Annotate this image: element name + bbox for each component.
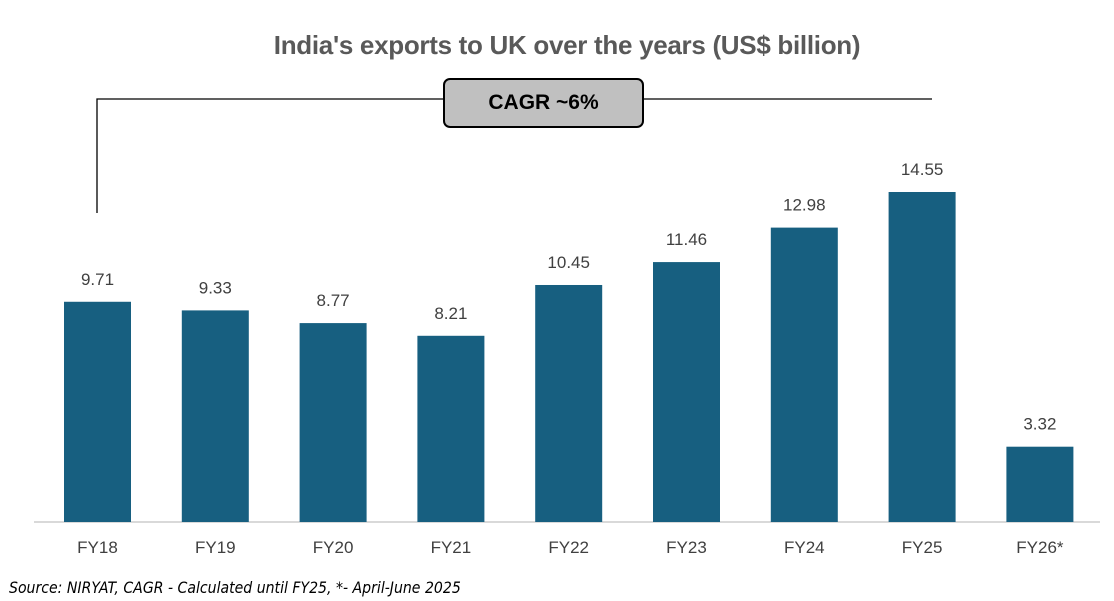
bar-FY23 <box>653 262 720 522</box>
data-label: 8.21 <box>434 304 467 323</box>
data-label: 10.45 <box>547 253 590 272</box>
data-label: 3.32 <box>1023 415 1056 434</box>
x-tick-label: FY25 <box>902 538 943 557</box>
data-label: 14.55 <box>901 160 944 179</box>
bar-FY22 <box>535 284 603 522</box>
bar-FY21 <box>417 335 485 522</box>
bar-FY26* <box>1006 446 1074 522</box>
bar-FY20 <box>299 323 367 522</box>
cagr-annotation: CAGR ~6% <box>443 78 644 128</box>
data-label: 9.33 <box>199 278 232 297</box>
bar-FY25 <box>888 192 956 522</box>
x-tick-label: FY22 <box>548 538 589 557</box>
x-tick-label: FY24 <box>784 538 825 557</box>
source-footnote: Source: NIRYAT, CAGR - Calculated until … <box>9 578 461 597</box>
data-label: 12.98 <box>783 196 826 215</box>
chart-title: India's exports to UK over the years (US… <box>273 30 861 60</box>
bar-FY24 <box>770 227 838 522</box>
bar-FY18 <box>64 301 131 522</box>
x-tick-label: FY26* <box>1016 538 1064 557</box>
data-label: 11.46 <box>666 230 707 249</box>
x-tick-label: FY23 <box>666 538 707 557</box>
x-tick-label: FY18 <box>77 538 118 557</box>
x-tick-label: FY19 <box>195 538 236 557</box>
data-label: 8.77 <box>317 291 350 310</box>
bar-FY19 <box>181 310 249 522</box>
x-tick-label: FY20 <box>313 538 354 557</box>
data-label: 9.71 <box>81 270 114 289</box>
cagr-bracket <box>96 98 932 213</box>
x-tick-label: FY21 <box>431 538 472 557</box>
